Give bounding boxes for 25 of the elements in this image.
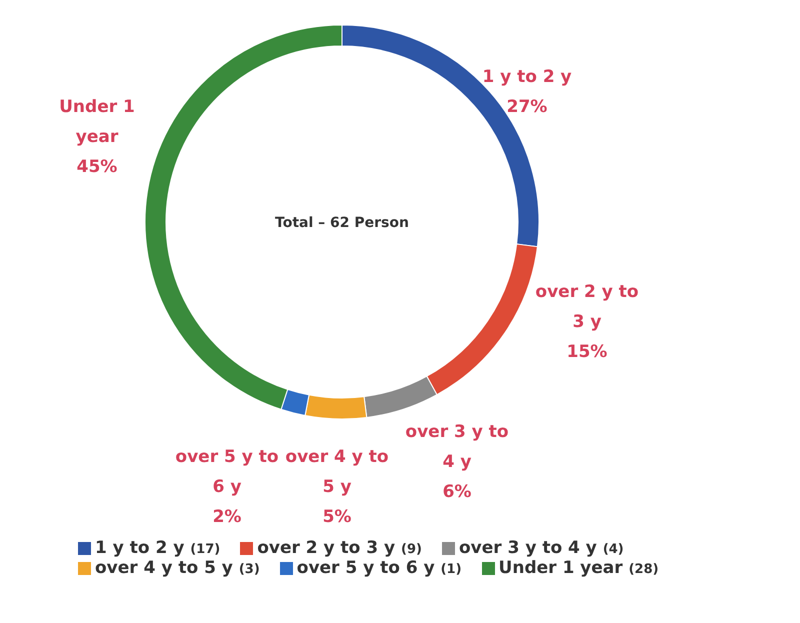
text: (9) [401,542,422,557]
legend-label: 1 y to 2 y [95,538,184,558]
slice-label: over 2 y to 3 y [535,282,639,332]
text: (17) [190,542,220,557]
legend-label: over 3 y to 4 y [458,538,597,558]
text: (1) [440,562,462,577]
slice-label: over 5 y to 6 y [175,447,279,497]
data-label: 5% [322,507,352,527]
slice-label: over 4 y to 5 y [285,447,389,497]
text: Total – 62 Person [275,215,409,231]
slice-label: 1 y to 2 y [482,67,572,87]
data-label: 45% [76,157,118,177]
legend-label: over 4 y to 5 y [95,558,233,578]
legend-label: over 2 y to 3 y [257,538,396,558]
data-label: 6% [442,482,472,502]
data-label: 15% [566,342,608,362]
data-label: 27% [506,97,548,117]
legend-label: over 5 y to 6 y [296,558,435,578]
slice-label: Under 1 year [59,97,135,147]
data-label: 2% [212,507,242,527]
text: (28) [628,562,659,577]
slice-label: over 3 y to 4 y [405,422,509,472]
legend-label: Under 1 year [498,558,623,578]
text: (4) [602,542,624,557]
text: (3) [238,562,260,577]
